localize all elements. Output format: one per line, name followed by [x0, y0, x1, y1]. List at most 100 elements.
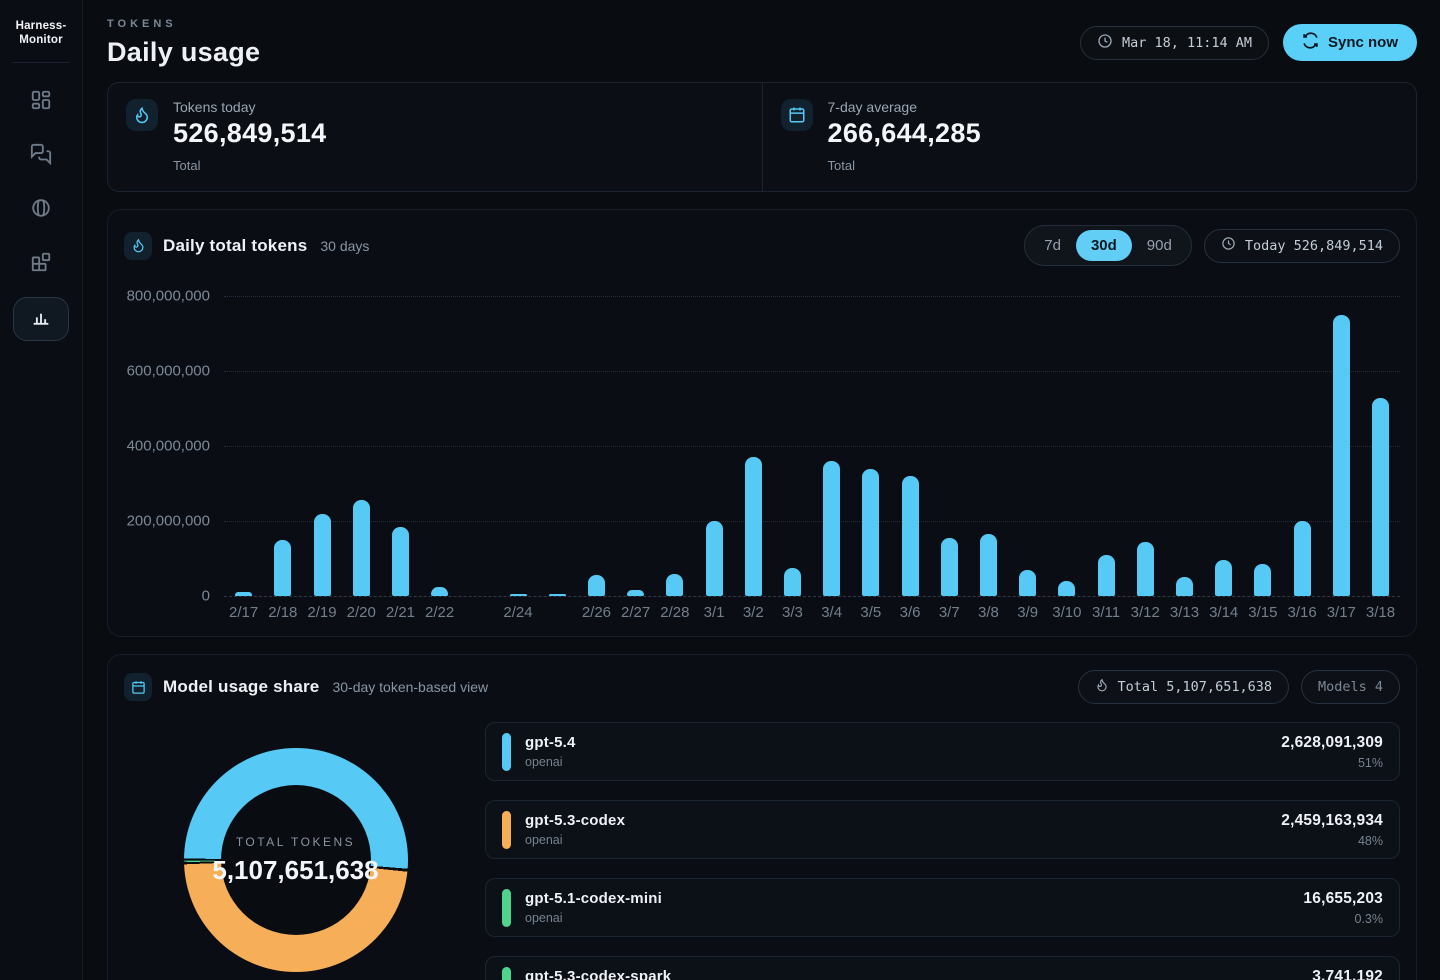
y-axis: 800,000,000 600,000,000 400,000,000 200,… — [124, 288, 224, 605]
x-tick-label: 3/2 — [742, 604, 764, 621]
bar[interactable] — [901, 476, 919, 596]
page-title: Daily usage — [107, 37, 261, 67]
sync-now-button[interactable]: Sync now — [1282, 24, 1417, 61]
bar-area — [890, 296, 929, 596]
model-usage-panel: Model usage share 30-day token-based vie… — [107, 654, 1417, 980]
page-header: TOKENS Daily usage Mar 18, 11:14 AM Sync… — [107, 18, 1417, 68]
stat-card-tokens-today: Tokens today 526,849,514 Total — [108, 83, 762, 191]
model-name: gpt-5.1-codex-mini — [525, 890, 662, 907]
bar[interactable] — [1371, 398, 1389, 596]
bar[interactable] — [1254, 564, 1272, 596]
sidebar-item-dashboard[interactable] — [13, 81, 69, 125]
x-tick-label: 2/28 — [660, 604, 690, 621]
range-7d-button[interactable]: 7d — [1029, 230, 1076, 261]
model-color-pill — [502, 810, 511, 849]
models-count-text: Models 4 — [1317, 679, 1383, 695]
model-row[interactable]: gpt-5.3-codex openai 2,459,163,934 48% — [485, 800, 1400, 859]
bar[interactable] — [666, 573, 684, 596]
stats-row: Tokens today 526,849,514 Total 7-day ave… — [107, 82, 1417, 192]
x-tick-label: 3/1 — [703, 604, 725, 621]
bar-area — [538, 296, 577, 596]
bar-area — [1165, 296, 1204, 596]
bar[interactable] — [509, 594, 527, 596]
bar[interactable] — [235, 592, 253, 596]
bar[interactable] — [548, 594, 566, 596]
model-color-pill — [502, 888, 511, 927]
donut-center-label: TOTAL TOKENS — [235, 834, 356, 849]
model-tokens: 3,741,192 — [1312, 967, 1383, 980]
sidebar-item-conversations[interactable] — [13, 135, 69, 179]
bar[interactable] — [313, 513, 331, 596]
bar-area — [1008, 296, 1047, 596]
bar[interactable] — [1097, 554, 1115, 596]
bar-area — [224, 296, 263, 596]
bar[interactable] — [1175, 577, 1193, 596]
bar-slot: 3/14 — [1204, 296, 1243, 622]
bar[interactable] — [391, 526, 409, 596]
bar-area — [577, 296, 616, 596]
bar-area — [342, 296, 381, 596]
bar[interactable] — [1215, 560, 1233, 596]
bar[interactable] — [587, 575, 605, 596]
calendar-icon — [124, 673, 152, 701]
bar-slot: 3/1 — [694, 296, 733, 622]
sidebar-item-brain[interactable] — [13, 189, 69, 233]
bar[interactable] — [823, 461, 841, 596]
bar-slot: 3/7 — [930, 296, 969, 622]
page-eyebrow: TOKENS — [107, 18, 177, 30]
sidebar-item-usage-analytics[interactable] — [13, 296, 69, 341]
bar-area — [302, 296, 341, 596]
bar-area — [969, 296, 1008, 596]
brain-icon — [30, 197, 52, 224]
bar[interactable] — [862, 468, 880, 596]
bar[interactable] — [627, 590, 645, 596]
x-tick-label: 3/12 — [1130, 604, 1160, 621]
bar[interactable] — [1058, 581, 1076, 596]
bar-slot: 3/5 — [851, 296, 890, 622]
bar-area — [263, 296, 302, 596]
bar[interactable] — [1293, 521, 1311, 596]
bar[interactable] — [1136, 541, 1154, 596]
x-tick-label: 3/8 — [978, 604, 999, 621]
stat-value: 526,849,514 — [173, 118, 327, 148]
range-90d-button[interactable]: 90d — [1132, 230, 1187, 261]
bar[interactable] — [705, 521, 723, 596]
model-row[interactable]: gpt-5.4 openai 2,628,091,309 51% — [485, 722, 1400, 781]
bar-slot: 2/20 — [342, 296, 381, 622]
model-row[interactable]: gpt-5.1-codex-mini openai 16,655,203 0.3… — [485, 878, 1400, 937]
bar-slot: 3/17 — [1322, 296, 1361, 622]
dashboard-grid-icon — [30, 89, 52, 116]
donut-center-value: 5,107,651,638 — [212, 854, 379, 885]
x-tick-label: 2/18 — [268, 604, 298, 621]
model-tokens: 16,655,203 — [1303, 889, 1383, 907]
bar-slot — [459, 296, 498, 622]
total-tokens-text: Total 5,107,651,638 — [1117, 679, 1272, 695]
y-tick-label: 600,000,000 — [126, 362, 210, 380]
bar[interactable] — [979, 534, 997, 596]
bar[interactable] — [431, 586, 449, 596]
x-tick-label: 3/15 — [1248, 604, 1278, 621]
bar-slot: 2/18 — [263, 296, 302, 622]
x-tick-label: 2/24 — [503, 604, 533, 621]
bar[interactable] — [783, 567, 801, 596]
bar-area — [1086, 296, 1125, 596]
chart-subtitle: 30 days — [320, 237, 370, 254]
sidebar-divider — [12, 61, 70, 63]
x-tick-label: 2/19 — [307, 604, 337, 621]
sidebar-item-blocks[interactable] — [13, 243, 69, 287]
model-provider: openai — [525, 911, 563, 925]
bar[interactable] — [940, 537, 958, 596]
bar[interactable] — [352, 500, 370, 596]
model-row[interactable]: gpt-5.3-codex-spark openai 3,741,192 0.1… — [485, 956, 1400, 980]
bar[interactable] — [1332, 314, 1350, 596]
bar-slot: 3/8 — [969, 296, 1008, 622]
bar[interactable] — [1019, 569, 1037, 596]
flame-icon — [1095, 678, 1109, 696]
model-percent: 48% — [1357, 833, 1383, 848]
range-30d-button[interactable]: 30d — [1075, 230, 1132, 261]
bar[interactable] — [274, 539, 292, 596]
bar[interactable] — [744, 457, 762, 596]
x-tick-label: 3/6 — [899, 604, 921, 621]
sync-now-label: Sync now — [1327, 34, 1398, 51]
stat-card-7day-average: 7-day average 266,644,285 Total — [761, 83, 1417, 191]
